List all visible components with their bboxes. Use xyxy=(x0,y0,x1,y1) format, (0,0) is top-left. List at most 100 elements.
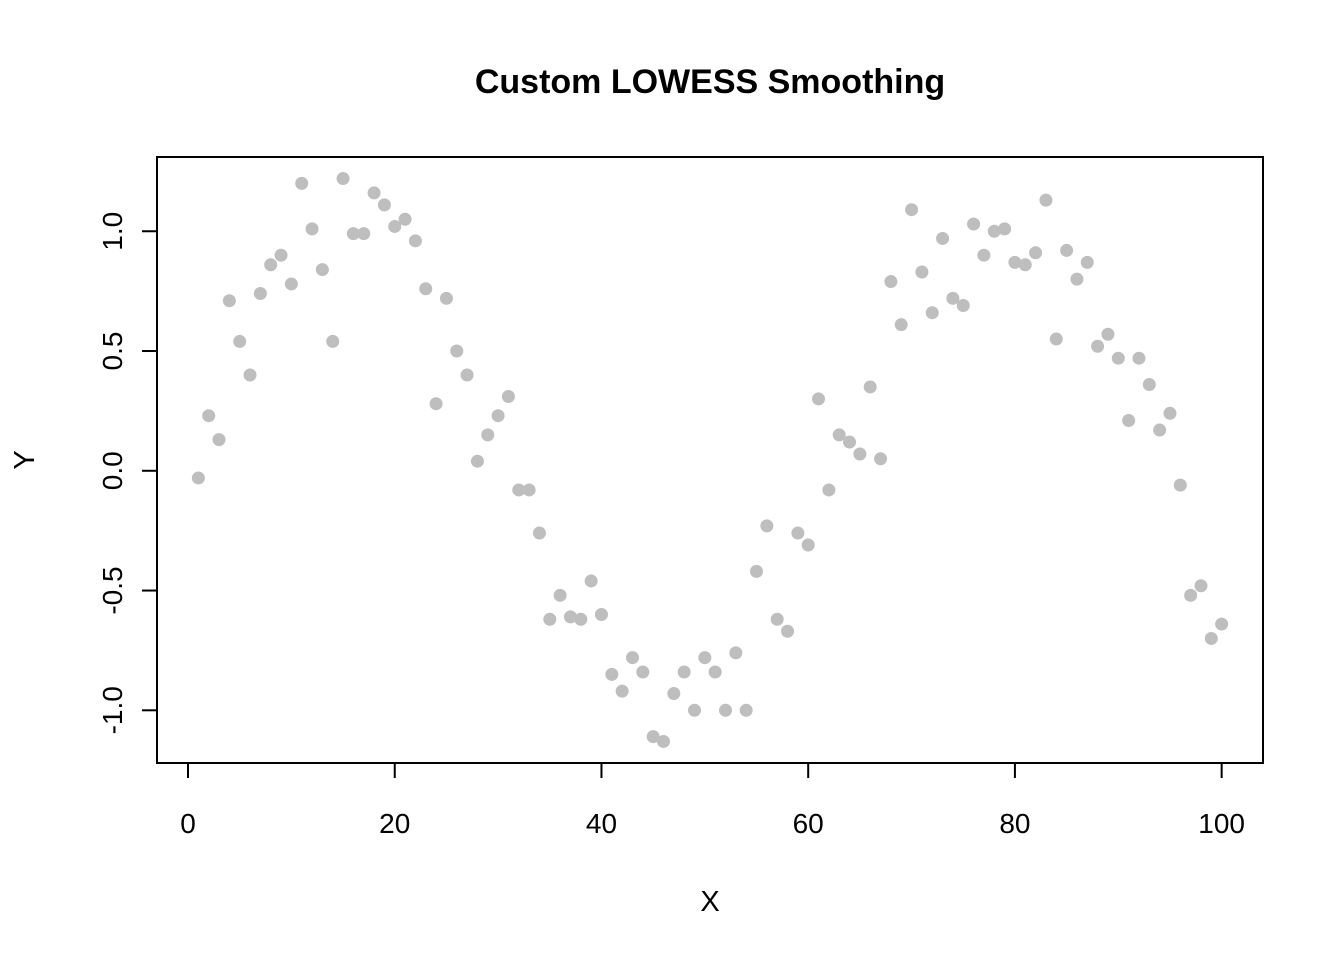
data-point xyxy=(708,665,722,679)
data-point xyxy=(791,526,805,540)
y-axis-label: Y xyxy=(9,450,41,469)
data-point xyxy=(439,291,453,305)
data-point xyxy=(1184,588,1198,602)
data-point xyxy=(233,334,247,348)
data-point xyxy=(646,730,660,744)
data-point xyxy=(853,447,867,461)
data-point xyxy=(202,409,216,423)
data-point xyxy=(1163,406,1177,420)
data-point xyxy=(905,203,919,217)
x-tick-label: 20 xyxy=(379,808,410,839)
data-point xyxy=(822,483,836,497)
data-point xyxy=(377,198,391,212)
data-point xyxy=(677,665,691,679)
data-point xyxy=(615,684,629,698)
data-point xyxy=(729,646,743,660)
data-point xyxy=(1018,258,1032,272)
y-axis: -1.0 -0.5 0.0 0.5 1.0 xyxy=(97,212,157,734)
data-point xyxy=(687,703,701,717)
data-point xyxy=(719,703,733,717)
data-point xyxy=(501,390,515,404)
data-point xyxy=(770,612,784,626)
x-axis-label: X xyxy=(700,886,719,918)
data-point xyxy=(1101,327,1115,341)
data-point xyxy=(812,392,826,406)
data-point xyxy=(481,428,495,442)
data-point xyxy=(998,222,1012,236)
data-point xyxy=(967,217,981,231)
data-point xyxy=(1049,332,1063,346)
data-point xyxy=(760,519,774,533)
data-point xyxy=(884,275,898,289)
data-point xyxy=(915,265,929,279)
y-tick-label: 1.0 xyxy=(97,212,128,251)
data-point xyxy=(388,219,402,233)
chart-title: Custom LOWESS Smoothing xyxy=(475,63,945,101)
data-point xyxy=(450,344,464,358)
data-point xyxy=(326,334,340,348)
data-point xyxy=(274,248,288,262)
data-point xyxy=(212,433,226,447)
data-point xyxy=(574,612,588,626)
data-point xyxy=(357,227,371,241)
data-point xyxy=(243,368,257,382)
x-tick-label: 40 xyxy=(586,808,617,839)
data-point xyxy=(491,409,505,423)
data-point xyxy=(284,277,298,291)
data-point xyxy=(1215,617,1229,631)
data-point xyxy=(656,734,670,748)
data-point xyxy=(936,231,950,245)
data-point xyxy=(419,282,433,296)
data-point xyxy=(1060,243,1074,257)
data-point xyxy=(532,526,546,540)
data-point xyxy=(429,397,443,411)
data-point xyxy=(1091,339,1105,353)
data-point xyxy=(1070,272,1084,286)
plot-frame xyxy=(156,156,1264,764)
data-point xyxy=(801,538,815,552)
data-points xyxy=(191,172,1229,748)
data-point xyxy=(987,224,1001,238)
y-tick-label: -0.5 xyxy=(97,566,128,614)
data-point xyxy=(315,263,329,277)
data-point xyxy=(336,172,350,186)
data-point xyxy=(605,667,619,681)
data-point xyxy=(553,588,567,602)
data-point xyxy=(946,291,960,305)
data-point xyxy=(636,665,650,679)
data-point xyxy=(470,454,484,468)
x-tick-label: 100 xyxy=(1198,808,1245,839)
data-point xyxy=(843,435,857,449)
x-tick-label: 60 xyxy=(793,808,824,839)
data-point xyxy=(739,703,753,717)
data-point xyxy=(346,227,360,241)
data-point xyxy=(253,287,267,301)
data-point xyxy=(667,687,681,701)
data-point xyxy=(1173,478,1187,492)
data-point xyxy=(398,212,412,226)
data-point xyxy=(408,234,422,248)
data-point xyxy=(1029,246,1043,260)
data-point xyxy=(191,471,205,485)
data-point xyxy=(863,380,877,394)
data-point xyxy=(522,483,536,497)
data-point xyxy=(925,306,939,320)
data-point xyxy=(698,651,712,665)
x-axis: 0 20 40 60 80 100 xyxy=(180,763,1245,839)
data-point xyxy=(832,428,846,442)
data-point xyxy=(1153,423,1167,437)
data-point xyxy=(1132,351,1146,365)
data-point xyxy=(543,612,557,626)
data-point xyxy=(460,368,474,382)
data-point xyxy=(594,607,608,621)
data-point xyxy=(625,651,639,665)
data-point xyxy=(222,294,236,308)
y-tick-label: 0.0 xyxy=(97,451,128,490)
data-point xyxy=(1039,193,1053,207)
data-point xyxy=(563,610,577,624)
data-point xyxy=(512,483,526,497)
data-point xyxy=(1204,631,1218,645)
data-point xyxy=(781,624,795,638)
data-point xyxy=(894,318,908,332)
